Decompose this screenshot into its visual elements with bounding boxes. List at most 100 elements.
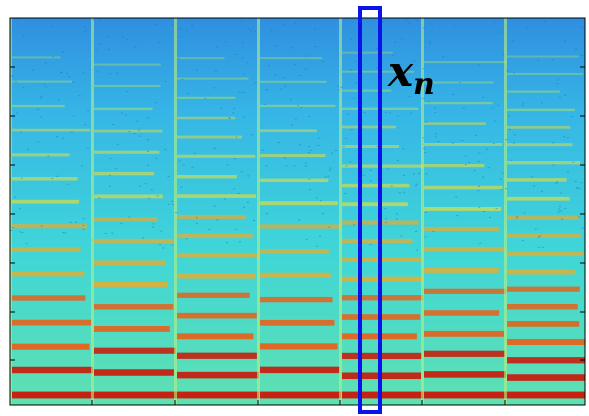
noise	[16, 18, 19, 20]
harmonic	[424, 288, 507, 294]
noise	[425, 173, 428, 175]
noise	[27, 149, 30, 151]
noise	[237, 193, 240, 195]
noise	[495, 208, 498, 210]
noise	[235, 228, 238, 230]
harmonic	[507, 320, 580, 327]
noise	[558, 205, 561, 207]
noise	[398, 192, 401, 194]
harmonic	[260, 249, 330, 254]
noise	[429, 43, 432, 45]
noise	[328, 169, 331, 171]
noise	[322, 213, 325, 215]
harmonic	[94, 194, 163, 199]
noise	[181, 78, 184, 80]
noise	[500, 31, 503, 33]
noise	[556, 181, 559, 183]
noise	[44, 62, 47, 64]
noise	[68, 76, 71, 78]
noise	[530, 176, 533, 178]
noise	[563, 136, 566, 138]
noise	[409, 112, 412, 114]
harmonic	[177, 135, 242, 139]
noise	[175, 212, 178, 214]
noise	[150, 189, 153, 191]
noise	[384, 217, 387, 219]
noise	[515, 217, 518, 219]
noise	[577, 216, 580, 218]
noise	[459, 82, 462, 84]
harmonic	[507, 303, 578, 310]
noise	[270, 30, 273, 32]
harmonic	[12, 128, 91, 132]
noise	[298, 74, 301, 76]
noise	[512, 72, 515, 74]
noise	[109, 73, 112, 75]
noise	[329, 167, 332, 169]
noise	[70, 131, 73, 133]
noise	[350, 129, 353, 131]
noise	[455, 196, 458, 198]
harmonic	[260, 80, 327, 83]
noise	[82, 72, 85, 74]
harmonic	[12, 177, 78, 181]
noise	[160, 230, 163, 232]
noise	[308, 178, 311, 180]
noise	[408, 22, 411, 24]
harmonic	[177, 391, 260, 399]
noise	[499, 178, 502, 180]
harmonic	[424, 330, 504, 337]
noise	[432, 231, 435, 233]
noise	[159, 244, 162, 246]
noise	[55, 136, 58, 138]
noise	[224, 41, 227, 43]
noise	[164, 80, 167, 82]
noise	[264, 89, 267, 91]
noise	[427, 101, 430, 103]
harmonic	[424, 310, 500, 316]
noise	[342, 146, 345, 148]
noise	[82, 224, 85, 226]
noise	[146, 139, 149, 141]
harmonic	[424, 163, 485, 168]
noise	[437, 141, 440, 143]
noise	[92, 19, 95, 21]
noise	[576, 187, 579, 189]
noise	[126, 91, 129, 93]
noise	[47, 155, 50, 157]
noise	[473, 170, 476, 172]
harmonic	[12, 153, 70, 157]
noise	[317, 144, 320, 146]
harmonic	[177, 371, 259, 379]
harmonic	[424, 122, 486, 125]
noise	[516, 215, 519, 217]
noise	[537, 60, 540, 62]
noise	[541, 102, 544, 104]
noise	[204, 98, 207, 100]
noise	[267, 65, 270, 67]
noise	[523, 212, 526, 214]
harmonic	[424, 185, 503, 190]
noise	[452, 93, 455, 95]
noise	[22, 87, 25, 89]
noise	[133, 132, 136, 134]
noise	[369, 180, 372, 182]
noise	[422, 68, 425, 70]
harmonic	[94, 84, 161, 87]
noise	[298, 219, 301, 221]
noise	[492, 142, 495, 144]
harmonic	[94, 171, 155, 176]
ticks	[10, 66, 585, 405]
harmonic	[424, 101, 493, 105]
noise	[478, 185, 481, 187]
noise	[345, 165, 348, 167]
harmonic	[177, 233, 253, 239]
harmonic	[12, 295, 86, 301]
noise	[477, 160, 480, 162]
noise	[182, 164, 185, 166]
noise	[246, 201, 249, 203]
noise	[537, 246, 540, 248]
noise	[146, 150, 149, 152]
noise	[284, 85, 287, 87]
noise	[293, 165, 296, 167]
